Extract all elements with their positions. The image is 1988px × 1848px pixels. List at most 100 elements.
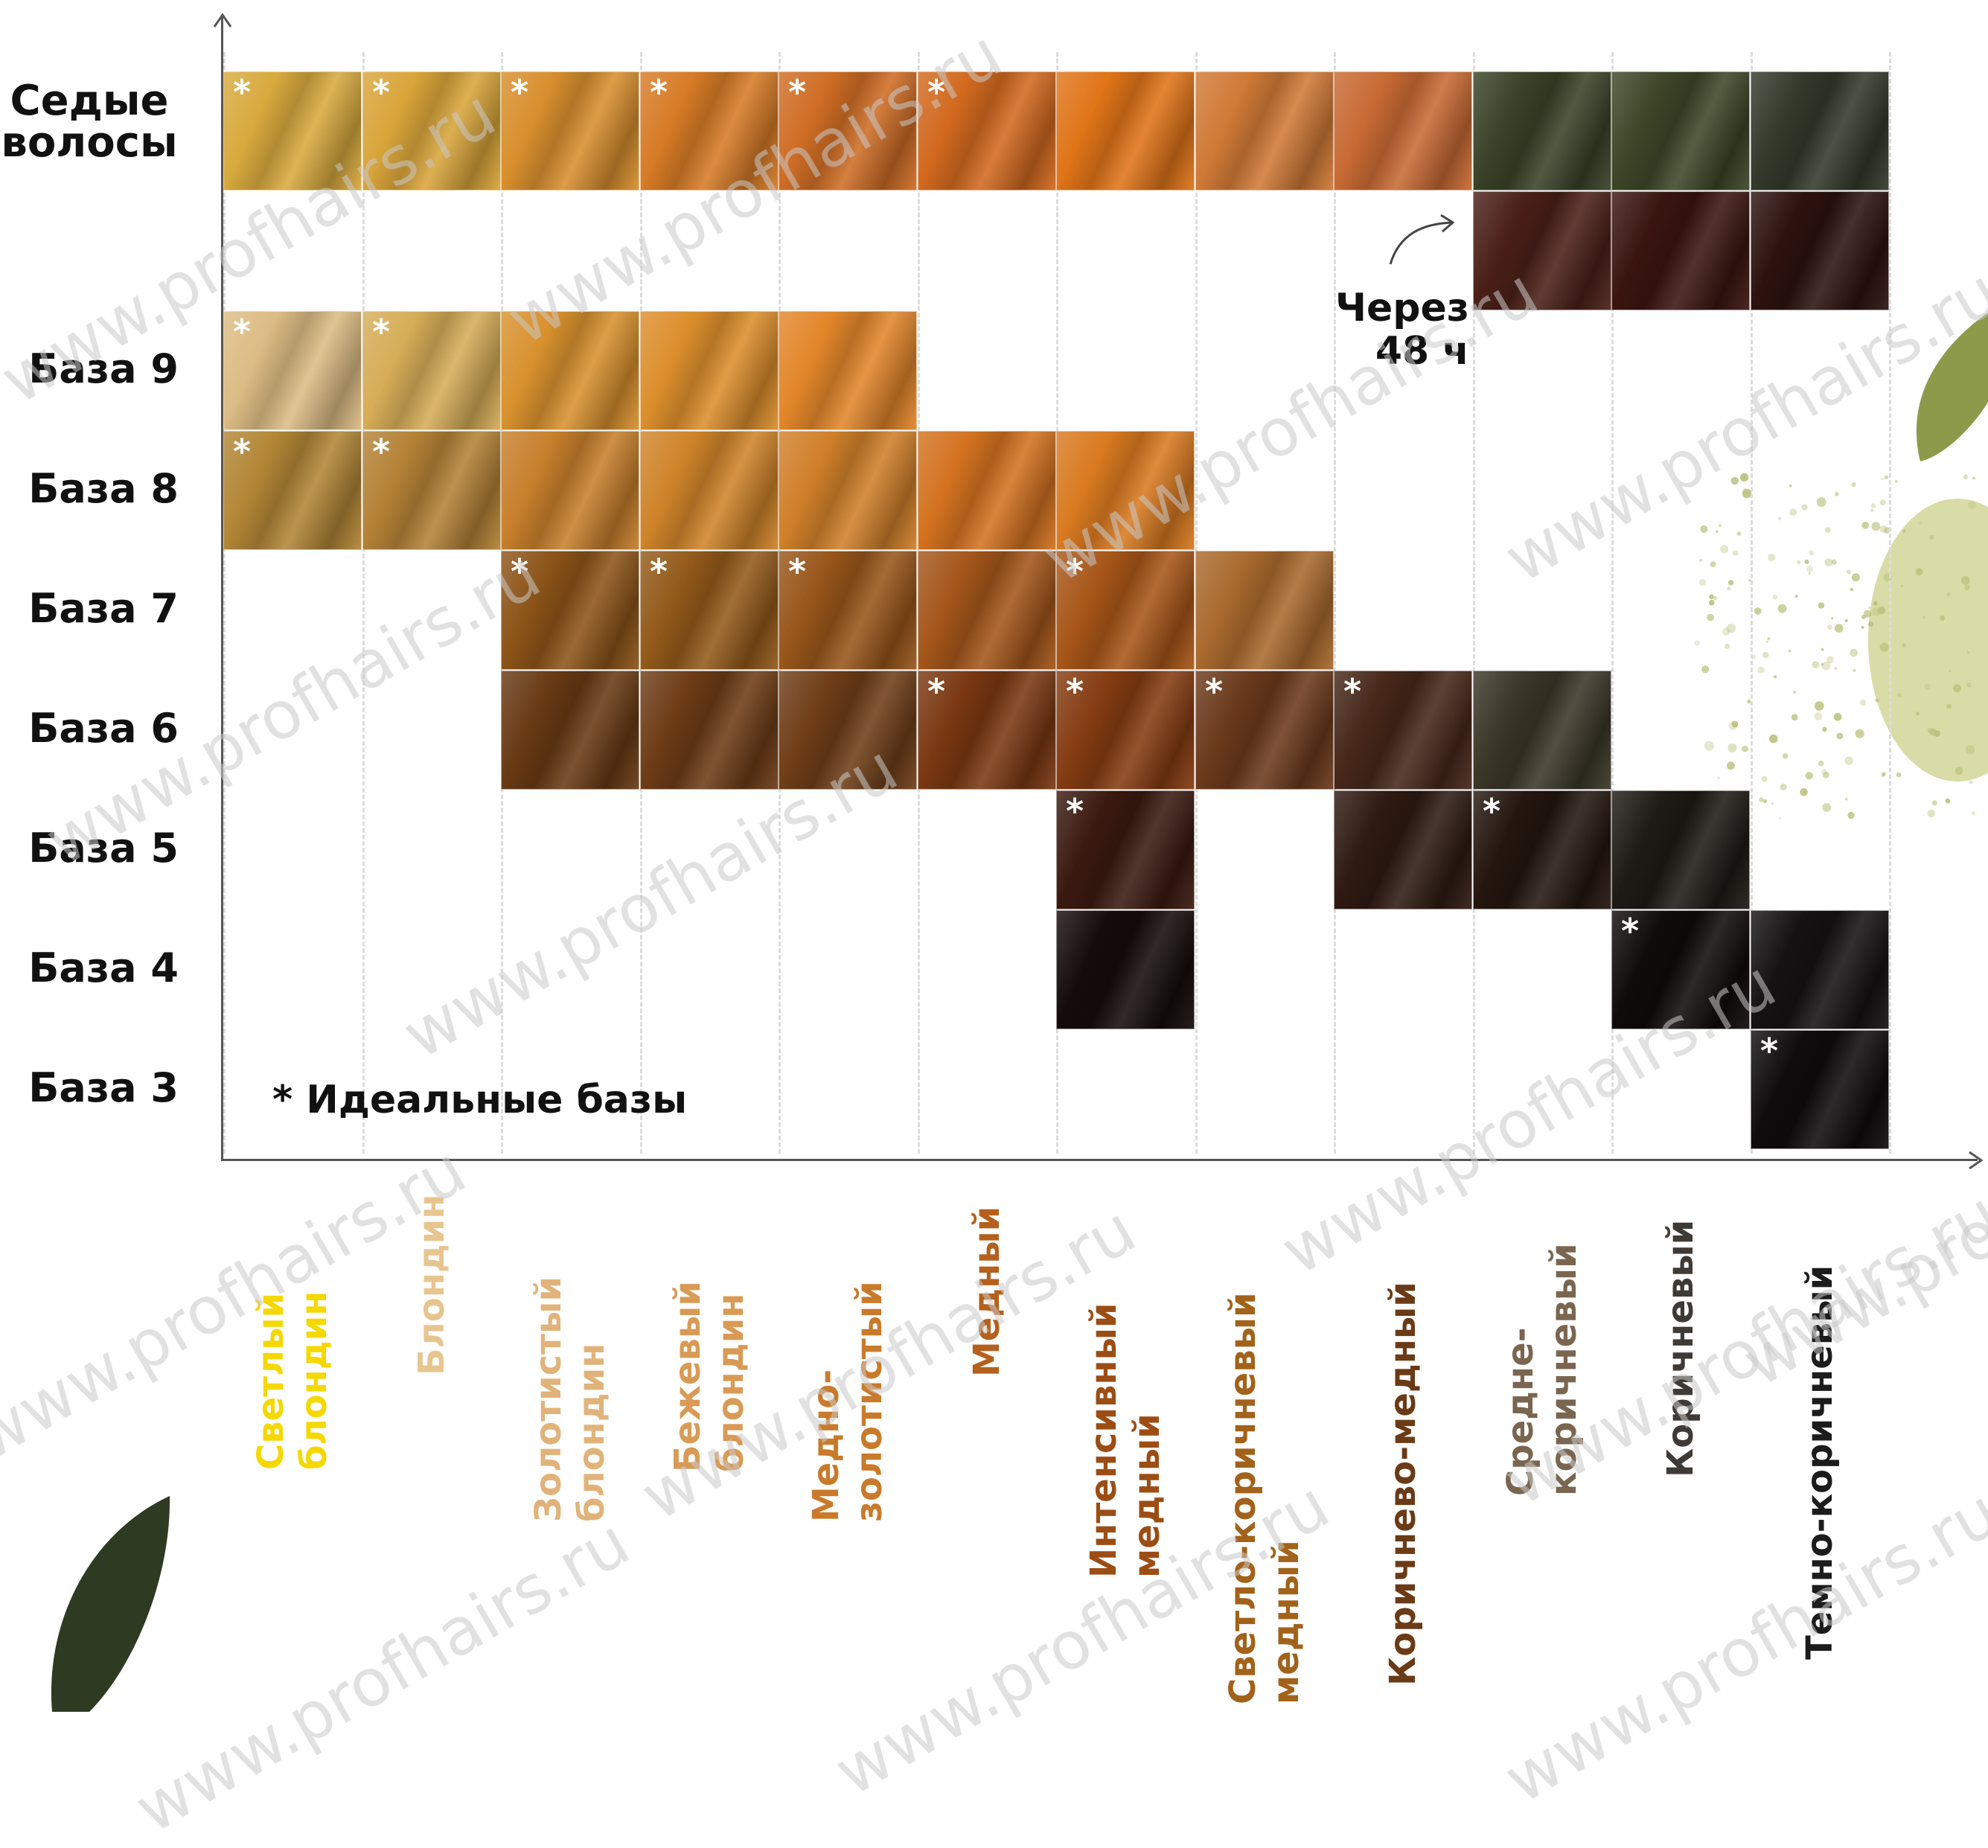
powder-particle xyxy=(1879,525,1888,533)
powder-particle xyxy=(1816,497,1826,508)
powder-particle xyxy=(1768,553,1776,562)
color-swatch xyxy=(501,431,639,550)
ideal-base-marker: * xyxy=(788,551,807,592)
powder-particle xyxy=(1789,484,1792,487)
column-label: Светло-коричневый медный xyxy=(1221,1292,1308,1704)
powder-particle xyxy=(1881,773,1885,778)
column-label: Медно-золотистый xyxy=(805,1281,891,1522)
column-label-line: Блондин xyxy=(411,1194,453,1375)
powder-particle xyxy=(1915,712,1920,716)
powder-particle xyxy=(1700,525,1708,533)
powder-particle xyxy=(1871,522,1881,531)
powder-particle xyxy=(1851,573,1860,582)
powder-particle xyxy=(1822,803,1832,812)
powder-particle xyxy=(1805,772,1813,780)
legend-ideal-bases: * Идеальные базы xyxy=(272,1078,688,1122)
color-swatch: * xyxy=(918,71,1056,191)
color-swatch: * xyxy=(223,311,362,430)
powder-particle xyxy=(1834,624,1844,633)
color-swatch xyxy=(1611,191,1750,310)
grid-line xyxy=(1889,52,1891,1154)
powder-particle xyxy=(1698,578,1706,586)
color-swatch: * xyxy=(223,71,362,191)
color-swatch: * xyxy=(1473,790,1611,909)
powder-particle xyxy=(1821,661,1831,671)
powder-particle xyxy=(1777,604,1787,613)
powder-particle xyxy=(1915,568,1923,576)
powder-particle xyxy=(1715,530,1719,534)
powder-particle xyxy=(1713,595,1718,601)
powder-particle xyxy=(1850,648,1858,657)
powder-particle xyxy=(1859,700,1866,706)
color-swatch: * xyxy=(1751,1030,1889,1149)
powder-particle xyxy=(1725,643,1730,650)
powder-particle xyxy=(1824,558,1833,566)
powder-particle xyxy=(1701,665,1710,674)
powder-particle xyxy=(1699,558,1703,563)
powder-particle xyxy=(1709,594,1714,599)
powder-particle xyxy=(1953,684,1962,693)
powder-particle xyxy=(1861,522,1870,529)
powder-particle xyxy=(1945,798,1951,804)
ideal-base-marker: * xyxy=(1066,551,1084,592)
curved-arrow-icon xyxy=(1389,214,1455,265)
powder-particle xyxy=(1940,616,1946,621)
color-swatch: * xyxy=(362,431,501,550)
powder-particle xyxy=(1884,527,1890,534)
powder-particle xyxy=(1896,772,1902,778)
powder-particle xyxy=(1814,712,1823,720)
powder-particle xyxy=(1965,745,1975,755)
color-swatch: * xyxy=(501,71,639,191)
powder-particle xyxy=(1831,559,1837,565)
powder-particle xyxy=(1707,613,1715,621)
column-label-line: медный xyxy=(1126,1413,1168,1578)
color-swatch: * xyxy=(1334,671,1472,790)
powder-particle xyxy=(1717,776,1721,780)
powder-particle xyxy=(1868,621,1874,627)
powder-particle xyxy=(1767,637,1771,641)
powder-particle xyxy=(1870,503,1876,509)
column-label-line: Коричневый xyxy=(1660,1219,1701,1477)
column-label: Золотистый блондин xyxy=(527,1276,613,1522)
powder-particle xyxy=(1868,606,1871,610)
powder-particle xyxy=(1761,776,1768,782)
powder-particle xyxy=(1731,720,1739,728)
powder-particle xyxy=(1818,760,1824,767)
powder-particle xyxy=(1804,559,1809,564)
powder-particle xyxy=(1726,761,1735,770)
powder-particle xyxy=(1815,701,1824,711)
powder-particle xyxy=(1946,592,1951,597)
color-swatch xyxy=(1611,790,1750,909)
powder-particle xyxy=(1736,531,1742,536)
powder-particle xyxy=(1812,661,1820,668)
color-swatch xyxy=(1751,71,1889,191)
powder-particle xyxy=(1902,642,1906,648)
row-label-line: волосы xyxy=(1,118,178,167)
color-swatch xyxy=(918,551,1056,670)
powder-particle xyxy=(1900,584,1904,587)
powder-particle xyxy=(1809,550,1815,556)
color-swatch xyxy=(1056,910,1195,1029)
powder-particle xyxy=(1757,666,1765,674)
powder-particle xyxy=(1710,561,1716,568)
color-swatch xyxy=(779,311,917,430)
column-label: Светлый блондин xyxy=(249,1291,336,1470)
column-label-line: коричневый xyxy=(1543,1243,1585,1496)
powder-particle xyxy=(1794,595,1798,598)
powder-particle xyxy=(1727,580,1734,586)
color-swatch xyxy=(1334,790,1472,909)
row-label: База 5 xyxy=(28,825,179,872)
grid-line xyxy=(362,52,365,1154)
powder-particle xyxy=(1834,666,1838,671)
row-label: База 7 xyxy=(28,585,179,632)
powder-particle xyxy=(1793,691,1797,694)
powder-particle xyxy=(1931,800,1937,806)
color-swatch xyxy=(918,431,1056,550)
powder-particle xyxy=(1853,668,1856,673)
color-swatch xyxy=(1751,910,1889,1029)
color-swatch xyxy=(1195,551,1334,670)
color-swatch: * xyxy=(223,431,362,550)
y-axis-arrow-icon xyxy=(213,13,232,28)
column-label-line: блондин xyxy=(710,1293,752,1472)
powder-particle xyxy=(1800,788,1808,796)
